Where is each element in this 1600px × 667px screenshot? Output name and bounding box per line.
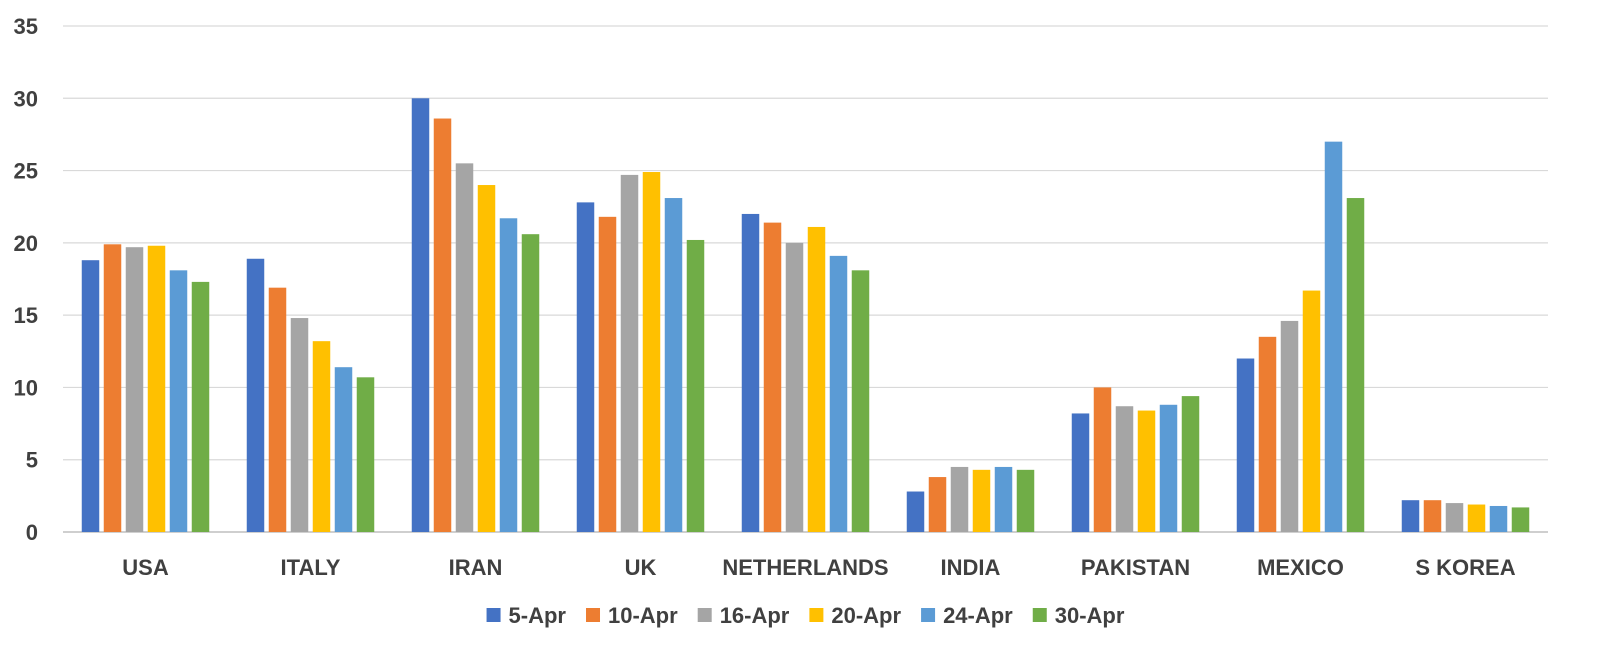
legend-item: 24-Apr — [921, 603, 1013, 628]
x-tick-label: ITALY — [281, 555, 341, 580]
bar-mexico-16-apr — [1280, 320, 1299, 532]
y-tick-label: 10 — [14, 375, 38, 400]
bar-netherlands-24-apr — [829, 255, 848, 532]
bar-iran-10-apr — [433, 118, 452, 533]
bar-mexico-5-apr — [1236, 358, 1255, 532]
legend-label: 10-Apr — [608, 603, 678, 628]
bar-usa-5-apr — [81, 260, 100, 532]
bar-uk-24-apr — [664, 198, 683, 533]
legend-item: 16-Apr — [697, 603, 790, 628]
bar-usa-10-apr — [103, 244, 122, 532]
bar-s-korea-10-apr — [1423, 500, 1442, 532]
bar-netherlands-20-apr — [807, 226, 826, 532]
bar-uk-16-apr — [620, 174, 639, 532]
x-tick-label: NETHERLANDS — [722, 555, 888, 580]
x-tick-label: INDIA — [941, 555, 1001, 580]
y-axis-ticks: 0 5 10 15 20 25 30 35 — [14, 14, 38, 545]
bar-pakistan-24-apr — [1159, 404, 1178, 532]
bar-pakistan-20-apr — [1137, 410, 1156, 532]
legend-label: 16-Apr — [720, 603, 790, 628]
bar-uk-20-apr — [642, 172, 661, 532]
bar-usa-20-apr — [147, 245, 166, 532]
legend-swatch — [921, 608, 936, 622]
legend-swatch — [697, 608, 712, 622]
y-tick-label: 0 — [26, 520, 38, 545]
bar-italy-10-apr — [268, 287, 287, 532]
bars — [81, 98, 1530, 533]
legend-label: 24-Apr — [943, 603, 1013, 628]
legend-label: 5-Apr — [509, 603, 567, 628]
bar-iran-16-apr — [455, 163, 474, 533]
legend-label: 30-Apr — [1055, 603, 1125, 628]
legend-label: 20-Apr — [831, 603, 901, 628]
bar-india-30-apr — [1016, 469, 1035, 532]
bar-mexico-10-apr — [1258, 336, 1277, 532]
bar-netherlands-5-apr — [741, 213, 760, 532]
bar-italy-5-apr — [246, 258, 265, 532]
legend-item: 5-Apr — [486, 603, 567, 628]
bar-s-korea-16-apr — [1445, 503, 1464, 532]
bar-italy-20-apr — [312, 341, 331, 532]
x-tick-label: UK — [625, 555, 657, 580]
bar-pakistan-16-apr — [1115, 406, 1134, 532]
bar-italy-30-apr — [356, 377, 375, 532]
bar-s-korea-20-apr — [1467, 504, 1486, 532]
bar-mexico-24-apr — [1324, 141, 1343, 532]
legend-swatch — [1032, 608, 1047, 622]
bar-uk-5-apr — [576, 202, 595, 532]
bar-netherlands-30-apr — [851, 270, 870, 532]
bar-usa-16-apr — [125, 247, 144, 533]
bar-uk-10-apr — [598, 216, 617, 532]
x-tick-label: USA — [122, 555, 169, 580]
bar-india-20-apr — [972, 469, 991, 532]
x-tick-label: S KOREA — [1415, 555, 1515, 580]
bar-pakistan-30-apr — [1181, 396, 1200, 532]
bar-iran-30-apr — [521, 234, 540, 532]
legend: 5-Apr 10-Apr 16-Apr 20-Apr 24-Apr 30-Apr — [486, 603, 1125, 628]
bar-pakistan-10-apr — [1093, 387, 1112, 532]
bar-iran-20-apr — [477, 185, 496, 532]
bar-italy-16-apr — [290, 318, 309, 532]
bar-s-korea-24-apr — [1489, 505, 1508, 532]
bar-uk-30-apr — [686, 239, 705, 533]
y-tick-label: 25 — [14, 159, 38, 184]
legend-swatch — [586, 608, 601, 622]
bar-usa-24-apr — [169, 270, 188, 532]
legend-item: 10-Apr — [586, 603, 678, 628]
bar-mexico-30-apr — [1346, 198, 1365, 533]
x-tick-label: IRAN — [449, 555, 503, 580]
legend-swatch — [809, 608, 824, 622]
gridlines — [63, 25, 1548, 533]
bar-netherlands-10-apr — [763, 222, 782, 533]
bar-mexico-20-apr — [1302, 290, 1321, 532]
bar-s-korea-5-apr — [1401, 500, 1420, 532]
y-tick-label: 30 — [14, 86, 38, 111]
bar-india-24-apr — [994, 466, 1013, 532]
bar-india-16-apr — [950, 466, 969, 532]
y-tick-label: 15 — [14, 303, 38, 328]
bar-india-10-apr — [928, 477, 947, 532]
bar-iran-5-apr — [411, 98, 430, 533]
legend-item: 30-Apr — [1032, 603, 1125, 628]
bar-netherlands-16-apr — [785, 242, 804, 532]
bar-s-korea-30-apr — [1511, 507, 1530, 532]
y-tick-label: 20 — [14, 231, 38, 256]
bar-italy-24-apr — [334, 367, 353, 532]
y-tick-label: 5 — [26, 448, 38, 473]
bar-iran-24-apr — [499, 218, 518, 532]
bar-usa-30-apr — [191, 281, 210, 532]
bar-india-5-apr — [906, 491, 925, 532]
bar-pakistan-5-apr — [1071, 413, 1090, 532]
x-tick-label: MEXICO — [1257, 555, 1344, 580]
y-tick-label: 35 — [14, 14, 38, 39]
legend-swatch — [486, 608, 501, 622]
x-tick-label: PAKISTAN — [1081, 555, 1190, 580]
x-axis-ticks: USA ITALY IRAN UK NETHERLANDS INDIA PAKISTAN ME… — [122, 555, 1515, 580]
legend-item: 20-Apr — [809, 603, 902, 628]
